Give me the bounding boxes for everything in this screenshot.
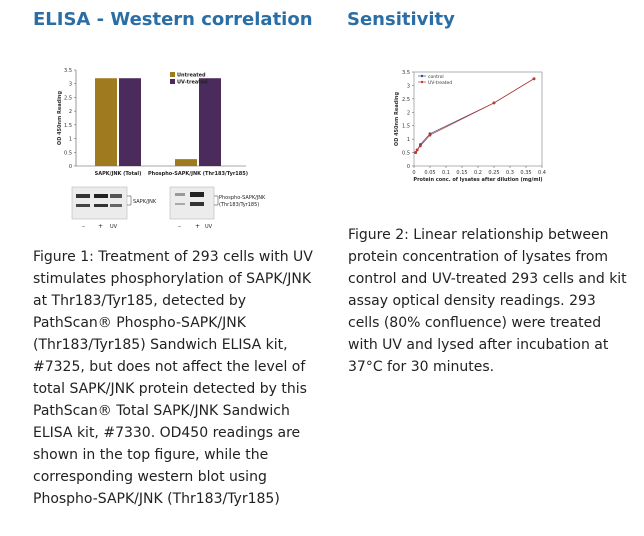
bar-y-axis-label: OD 450nm Reading xyxy=(57,91,63,146)
line-point xyxy=(532,77,536,81)
line-legend-label: UV-treated xyxy=(428,80,452,86)
blot-right-label-2: (Thr183/Tyr185) xyxy=(219,202,259,208)
line-y-tick-label: 3 xyxy=(407,83,410,89)
bar-chart-svg: 3.5 3 2.5 2 1.5 1 0.5 0 OD 450nm Reading SAPK/JNK… xyxy=(57,68,248,177)
blot-band xyxy=(94,204,108,207)
line-y-tick-label: 3.5 xyxy=(402,70,410,76)
blot-band xyxy=(94,194,108,198)
line-y-tick-label: 2 xyxy=(407,110,410,116)
line-x-tick-label: 0.35 xyxy=(520,170,531,176)
blot-band xyxy=(175,193,185,196)
bar-legend-swatch xyxy=(170,79,175,84)
blot-band xyxy=(190,202,204,206)
bar-y-tick-label: 0.5 xyxy=(64,150,72,156)
bar-untreated-1 xyxy=(175,159,197,166)
figure-2-caption: Figure 2: Linear relationship between pr… xyxy=(348,227,627,375)
bar-uv-treated-1 xyxy=(199,78,221,166)
line-y-tick-label: 0.5 xyxy=(402,151,410,157)
line-x-tick-label: 0.2 xyxy=(474,170,482,176)
bar-y-tick-label: 1.5 xyxy=(64,123,72,129)
blot-left-panel xyxy=(71,186,128,220)
line-point xyxy=(492,101,496,105)
blot-right-plus: + xyxy=(195,223,200,230)
bar-legend-label: UV-treated xyxy=(177,80,208,86)
line-x-tick-label: 0.4 xyxy=(538,170,546,176)
line-point xyxy=(414,151,417,154)
line-x-tick-label: 0 xyxy=(412,170,415,176)
elisa-western-heading: ELISA - Western correlation xyxy=(33,9,313,30)
line-x-axis-label: Protein conc. of lysates after dilution … xyxy=(413,177,542,183)
blot-right-label-1: Phospho-SAPK/JNK xyxy=(219,195,266,201)
bar-y-tick-label: 2.5 xyxy=(64,95,72,101)
bar-legend-swatch xyxy=(170,72,175,77)
blot-band xyxy=(110,204,122,207)
line-legend-label: control xyxy=(428,74,444,80)
line-legend-marker xyxy=(420,74,424,78)
line-chart-svg: 3.5 3 2.5 2 1.5 1 0.5 00 0.05 0.1 0.15 0.2 0.25 0.3 0.… xyxy=(394,70,546,183)
blot-band xyxy=(76,204,90,207)
blot-left-label: SAPK/JNK xyxy=(133,199,157,205)
western-blot-figure: SAPK/JNK – + UV Phospho-SAPK/JNK (Thr183… xyxy=(62,182,322,240)
line-point xyxy=(428,133,432,137)
line-y-tick-label: 1 xyxy=(407,137,410,143)
blot-left-plus: + xyxy=(98,223,103,230)
line-y-tick-label: 2.5 xyxy=(402,97,410,103)
bar-y-tick-label: 3 xyxy=(69,82,72,88)
bar-category-label: SAPK/JNK (Total) xyxy=(95,171,142,177)
line-plot-frame xyxy=(413,71,543,167)
left-column: ELISA - Western correlation xyxy=(33,0,333,31)
bar-y-tick-label: 2 xyxy=(69,109,72,115)
sensitivity-line-chart: 3.5 3 2.5 2 1.5 1 0.5 0 0 0.05 0.1 0.15 0.2 0.25 0.3 0.… xyxy=(392,66,552,194)
line-x-tick-label: 0.05 xyxy=(424,170,435,176)
line-x-tick-label: 0.15 xyxy=(456,170,467,176)
right-column: Sensitivity xyxy=(347,0,637,31)
line-x-tick-label: 0.25 xyxy=(488,170,499,176)
line-series-1 xyxy=(415,78,535,153)
blot-right-uv: UV xyxy=(205,224,213,230)
bar-y-tick-label: 0 xyxy=(69,164,72,170)
blot-band xyxy=(110,194,122,198)
blot-left-uv: UV xyxy=(110,224,118,230)
blot-band xyxy=(76,194,90,198)
blot-band xyxy=(175,203,185,205)
elisa-bar-chart: 3.5 3 2.5 2 1.5 1 0.5 0 OD 450nm Reading SAPK/JNK… xyxy=(56,64,256,188)
line-y-tick-label: 1.5 xyxy=(402,124,410,130)
blot-right-minus: – xyxy=(178,223,181,230)
bar-y-tick-label: 1 xyxy=(69,137,72,143)
line-x-tick-label: 0.1 xyxy=(442,170,450,176)
blot-left-minus: – xyxy=(82,223,85,230)
bar-y-tick-label: 3.5 xyxy=(64,68,72,74)
line-y-axis-label: OD 450nm Reading xyxy=(394,92,400,147)
line-y-tick-label: 0 xyxy=(407,164,410,170)
line-x-tick-label: 0.3 xyxy=(506,170,514,176)
blot-band xyxy=(190,192,204,197)
line-legend-marker xyxy=(420,80,424,84)
bar-untreated-0 xyxy=(95,78,117,166)
sensitivity-heading: Sensitivity xyxy=(347,9,455,30)
line-point xyxy=(415,148,419,152)
bar-uv-treated-0 xyxy=(119,78,141,166)
line-point xyxy=(419,144,422,148)
bar-legend-label: Untreated xyxy=(177,73,206,79)
bar-category-label: Phospho-SAPK/JNK (Thr183/Tyr185) xyxy=(148,171,248,177)
figure-1-caption: Figure 1: Treatment of 293 cells with UV… xyxy=(33,249,313,507)
